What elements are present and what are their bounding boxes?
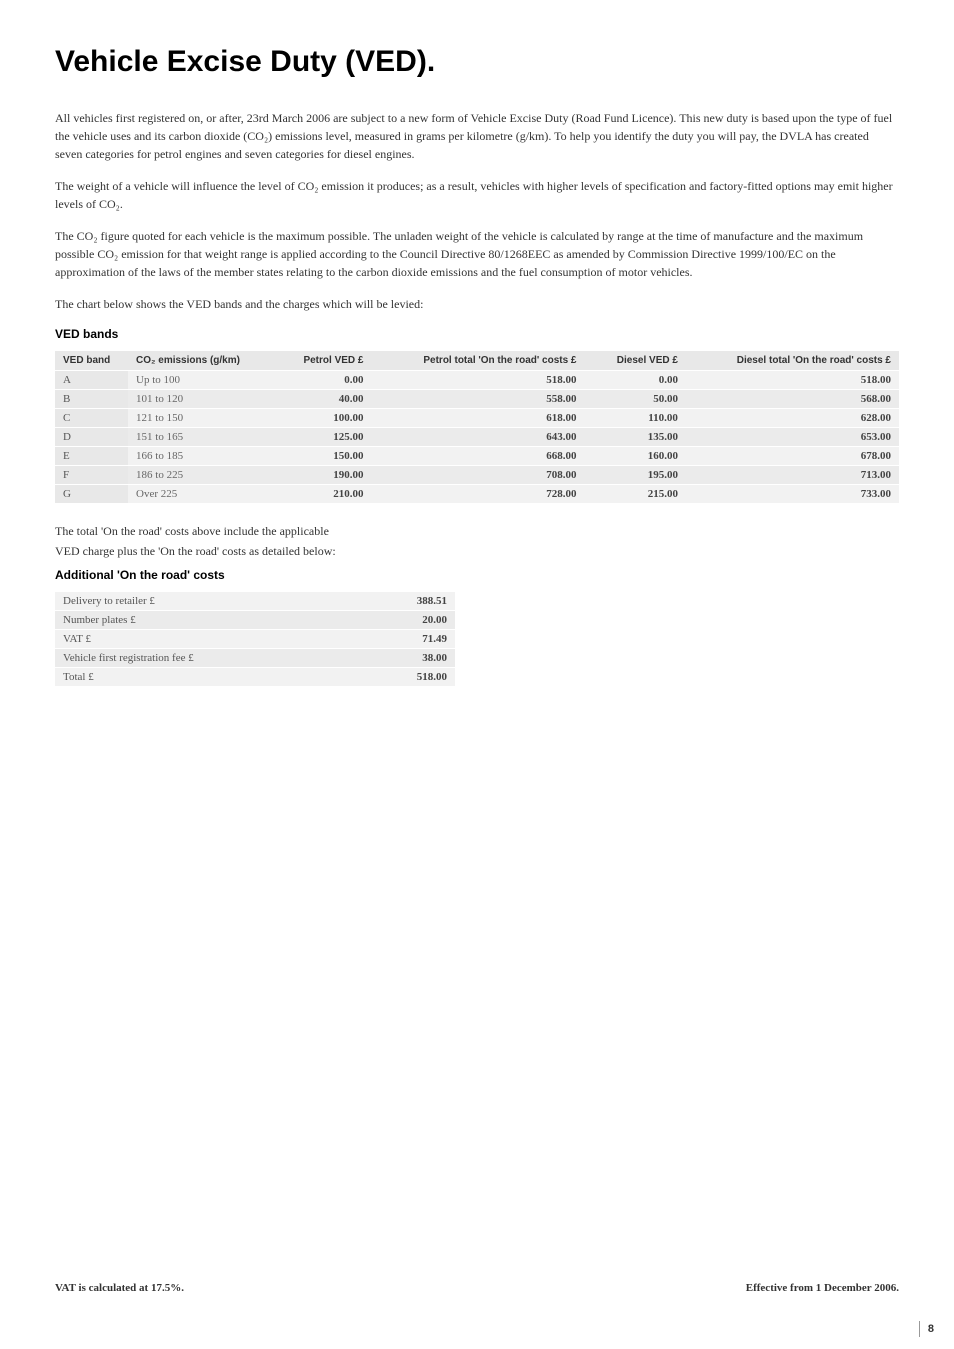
cost-value: 38.00 [375,649,455,668]
cell-diesel-total: 713.00 [686,466,899,485]
note-line-1: The total 'On the road' costs above incl… [55,522,899,540]
table-row: D151 to 165125.00643.00135.00653.00 [55,428,899,447]
cell-emissions: 151 to 165 [128,428,270,447]
cost-value: 518.00 [375,668,455,687]
intro-paragraph-3: The CO₂ figure quoted for each vehicle i… [55,227,899,281]
ved-bands-table: VED band CO₂ emissions (g/km) Petrol VED… [55,351,899,504]
cell-diesel-total: 628.00 [686,409,899,428]
footer-effective-date: Effective from 1 December 2006. [746,1282,899,1294]
cell-petrol-ved: 150.00 [270,447,371,466]
cell-diesel-ved: 160.00 [585,447,686,466]
table-row: F186 to 225190.00708.00195.00713.00 [55,466,899,485]
cell-band: G [55,485,128,504]
cell-diesel-ved: 50.00 [585,390,686,409]
cell-petrol-ved: 40.00 [270,390,371,409]
col-header-petrol-total: Petrol total 'On the road' costs £ [371,351,584,371]
cell-diesel-ved: 0.00 [585,371,686,390]
cell-emissions: Up to 100 [128,371,270,390]
cell-diesel-ved: 195.00 [585,466,686,485]
cell-petrol-total: 618.00 [371,409,584,428]
cell-band: D [55,428,128,447]
cell-emissions: Over 225 [128,485,270,504]
col-header-petrol-ved: Petrol VED £ [270,351,371,371]
table-row: AUp to 1000.00518.000.00518.00 [55,371,899,390]
table-row: C121 to 150100.00618.00110.00628.00 [55,409,899,428]
additional-costs-table: Delivery to retailer £388.51Number plate… [55,592,455,687]
table-row: Delivery to retailer £388.51 [55,592,455,611]
table-row: GOver 225210.00728.00215.00733.00 [55,485,899,504]
cost-label: Vehicle first registration fee £ [55,649,375,668]
ved-bands-heading: VED bands [55,327,899,341]
intro-paragraph-4: The chart below shows the VED bands and … [55,295,899,313]
cell-band: B [55,390,128,409]
cell-band: E [55,447,128,466]
cell-diesel-total: 653.00 [686,428,899,447]
footer-vat-note: VAT is calculated at 17.5%. [55,1282,184,1294]
cell-diesel-ved: 110.00 [585,409,686,428]
cell-petrol-ved: 125.00 [270,428,371,447]
table-row: Total £518.00 [55,668,455,687]
cost-value: 388.51 [375,592,455,611]
cell-diesel-ved: 135.00 [585,428,686,447]
page-title: Vehicle Excise Duty (VED). [55,45,899,79]
cell-petrol-total: 643.00 [371,428,584,447]
intro-paragraph-2: The weight of a vehicle will influence t… [55,177,899,213]
col-header-diesel-total: Diesel total 'On the road' costs £ [686,351,899,371]
page-number: 8 [919,1321,934,1337]
cell-diesel-total: 568.00 [686,390,899,409]
cell-petrol-total: 518.00 [371,371,584,390]
cost-label: Number plates £ [55,611,375,630]
cell-diesel-total: 518.00 [686,371,899,390]
cell-petrol-total: 708.00 [371,466,584,485]
cell-emissions: 101 to 120 [128,390,270,409]
col-header-emissions: CO₂ emissions (g/km) [128,351,270,371]
cell-diesel-ved: 215.00 [585,485,686,504]
cell-petrol-total: 668.00 [371,447,584,466]
cost-label: VAT £ [55,630,375,649]
cell-petrol-ved: 210.00 [270,485,371,504]
cell-diesel-total: 733.00 [686,485,899,504]
table-row: Vehicle first registration fee £38.00 [55,649,455,668]
cell-petrol-total: 558.00 [371,390,584,409]
cell-petrol-total: 728.00 [371,485,584,504]
cost-label: Delivery to retailer £ [55,592,375,611]
cost-value: 20.00 [375,611,455,630]
cell-emissions: 121 to 150 [128,409,270,428]
cell-petrol-ved: 100.00 [270,409,371,428]
note-line-2: VED charge plus the 'On the road' costs … [55,542,899,560]
cost-label: Total £ [55,668,375,687]
table-row: B101 to 12040.00558.0050.00568.00 [55,390,899,409]
footer: VAT is calculated at 17.5%. Effective fr… [55,1282,899,1294]
table-row: E166 to 185150.00668.00160.00678.00 [55,447,899,466]
table-row: Number plates £20.00 [55,611,455,630]
additional-costs-heading: Additional 'On the road' costs [55,568,899,582]
cell-band: A [55,371,128,390]
cell-band: F [55,466,128,485]
cell-diesel-total: 678.00 [686,447,899,466]
cell-band: C [55,409,128,428]
col-header-diesel-ved: Diesel VED £ [585,351,686,371]
col-header-band: VED band [55,351,128,371]
cell-petrol-ved: 0.00 [270,371,371,390]
cell-emissions: 166 to 185 [128,447,270,466]
table-row: VAT £71.49 [55,630,455,649]
intro-paragraph-1: All vehicles first registered on, or aft… [55,109,899,163]
cost-value: 71.49 [375,630,455,649]
cell-petrol-ved: 190.00 [270,466,371,485]
cell-emissions: 186 to 225 [128,466,270,485]
